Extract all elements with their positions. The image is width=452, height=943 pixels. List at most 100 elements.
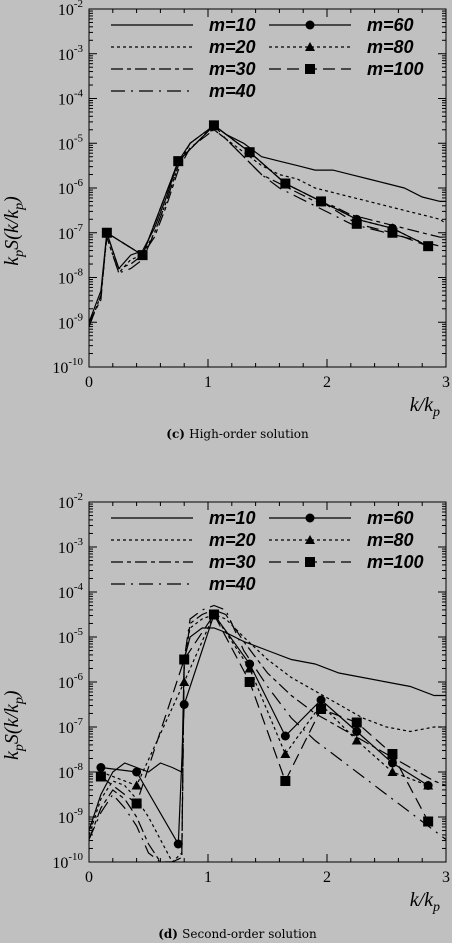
marker-square [137,250,148,261]
marker-circle [352,727,362,736]
legend-label: m=100 [367,59,424,79]
legend-label: m=80 [367,37,414,57]
series-line-m20 [89,613,446,862]
x-tick-label: 1 [204,869,212,886]
marker-square [173,156,184,167]
y-tick-label: 10-3 [58,43,84,64]
x-axis-title: k/kp [410,394,440,420]
legend-label: m=20 [209,37,256,57]
marker-square [423,241,434,252]
legend-label: m=40 [209,574,256,594]
figure-caption: (d) Second-order solution [158,927,317,941]
marker-square [244,147,255,158]
x-tick-label: 1 [204,374,212,391]
marker-square [316,704,327,714]
y-tick-label: 10-2 [58,0,83,19]
legend-label: m=20 [209,530,256,550]
marker-triangle [131,780,142,790]
series-line-m100 [106,124,429,256]
y-tick-label: 10-5 [58,626,84,647]
legend-marker-square [305,557,315,567]
legend-label: m=40 [209,81,256,101]
y-tick-label: 10-4 [58,581,84,602]
y-tick-label: 10-5 [58,132,84,153]
marker-triangle [280,749,291,758]
marker-square [208,120,219,131]
marker-square [423,816,434,827]
y-tick-label: 10-8 [58,761,84,782]
plot-area [89,604,446,862]
marker-triangle [244,663,255,673]
marker-square [131,798,142,809]
legend-label: m=30 [209,59,256,79]
marker-square [387,749,398,759]
marker-square [179,654,190,665]
marker-triangle [387,767,398,776]
x-tick-label: 0 [85,374,93,391]
y-axis-title: kpS(k/kp) [1,690,27,760]
marker-circle [387,758,397,768]
marker-square [101,227,112,238]
y-tick-label: 10-7 [58,222,84,243]
y-tick-label: 10-6 [58,671,84,692]
y-tick-label: 10-9 [58,311,84,332]
legend-label: m=60 [367,15,414,35]
marker-triangle [423,780,434,790]
legend-label: m=100 [367,552,424,572]
marker-circle [179,700,189,709]
marker-square [280,776,291,786]
marker-square [280,178,291,189]
y-tick-label: 10-10 [52,356,83,377]
y-tick-label: 10-4 [58,88,84,109]
marker-circle [173,839,183,849]
legend-label: m=10 [209,508,256,528]
marker-square [387,227,398,238]
series-line-m80 [106,124,429,256]
series-line-m100 [100,613,429,822]
series-line-m40 [89,604,446,862]
y-tick-label: 10-8 [58,267,84,288]
series-line-m40 [89,124,446,327]
y-tick-label: 10-7 [58,716,84,737]
series-line-m10 [89,627,446,831]
marker-triangle [179,677,190,686]
marker-square [351,218,362,229]
legend-label: m=10 [209,15,256,35]
marker-triangle [351,735,362,745]
legend: m=10m=20m=30m=40 m=60m=80m=100 [111,508,424,594]
marker-square [351,717,362,728]
marker-square [316,196,327,207]
x-tick-label: 2 [323,374,331,391]
marker-circle [132,767,142,777]
x-tick-label: 2 [323,869,331,886]
series-line-m30 [89,609,446,862]
marker-square [208,609,219,620]
series-line-m80 [100,613,429,787]
legend-marker-triangle [305,42,315,51]
y-axis-title: kpS(k/kp) [1,196,27,266]
legend: m=10m=20m=30m=40 m=60m=80m=100 [111,15,424,101]
y-tick-label: 10-10 [52,851,83,872]
legend-label: m=60 [367,508,414,528]
plot-area [89,120,446,327]
series-line-m20 [89,129,446,327]
series-line-m30 [89,129,446,323]
marker-square [95,771,106,782]
marker-circle [280,731,290,741]
series-line-m60 [106,124,429,256]
legend-marker-square [305,64,315,74]
y-tick-label: 10-2 [58,491,83,512]
x-axis-title: k/kp [410,889,440,915]
y-tick-label: 10-6 [58,177,84,198]
y-tick-label: 10-9 [58,806,84,827]
x-tick-label: 3 [442,374,450,391]
chart-panel-d: 10-10 10-9 10-8 10-7 10-6 10-5 10-4 10-3 10-2 0 1 2… [1,491,450,941]
series-line-m10 [89,124,446,323]
legend-marker-triangle [305,535,315,544]
x-tick-label: 3 [442,869,450,886]
x-tick-label: 0 [85,869,93,886]
chart-panel-c: 10-10 10-9 10-8 10-7 10-6 10-5 10-4 10-3 10-2 0 1 2… [1,0,450,441]
legend-marker-circle [305,20,315,30]
y-tick-label: 10-3 [58,536,84,557]
